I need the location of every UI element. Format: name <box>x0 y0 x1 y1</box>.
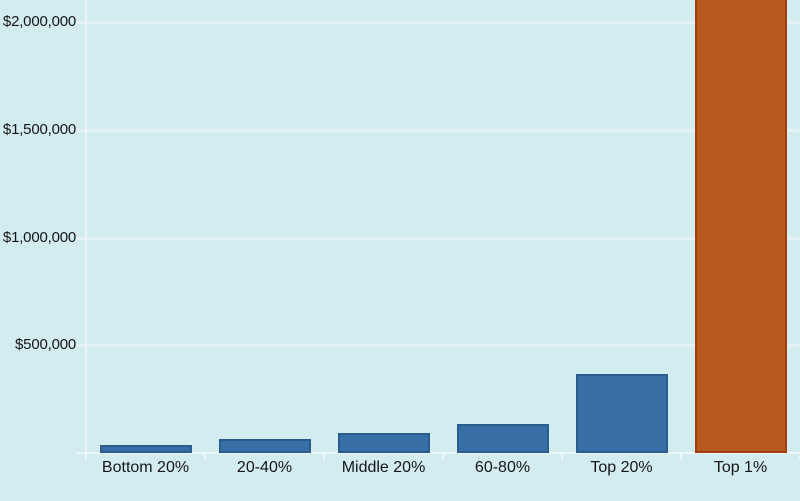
x-category-label: Bottom 20% <box>101 459 190 476</box>
bar-top-1 <box>694 0 787 453</box>
x-axis-tick <box>442 453 444 460</box>
y-gridline <box>76 344 800 348</box>
y-gridline <box>76 129 800 133</box>
x-category-label: Middle 20% <box>341 459 426 476</box>
bar-middle-20 <box>337 432 430 453</box>
x-category-label: Top 1% <box>713 459 768 476</box>
x-category-label: 20-40% <box>236 459 293 476</box>
y-tick-label: $1,500,000 <box>2 121 76 139</box>
bar-60-80 <box>456 423 549 453</box>
bar-bottom-20 <box>99 445 192 453</box>
x-axis-tick <box>561 453 563 460</box>
x-axis-tick <box>85 453 87 460</box>
x-axis-line <box>76 452 800 454</box>
y-tick-label: $500,000 <box>15 336 76 354</box>
bar-20-40 <box>218 438 311 453</box>
x-axis-tick <box>204 453 206 460</box>
x-category-label: 60-80% <box>474 459 531 476</box>
x-axis-tick <box>323 453 325 460</box>
bar-top-20 <box>575 373 668 453</box>
x-axis-tick <box>680 453 682 460</box>
y-tick-label: $1,000,000 <box>2 228 76 246</box>
y-gridline <box>76 236 800 240</box>
x-category-label: Top 20% <box>590 459 653 476</box>
y-tick-label: $2,000,000 <box>2 13 76 31</box>
y-axis-line <box>85 0 87 453</box>
y-gridline <box>76 21 800 25</box>
